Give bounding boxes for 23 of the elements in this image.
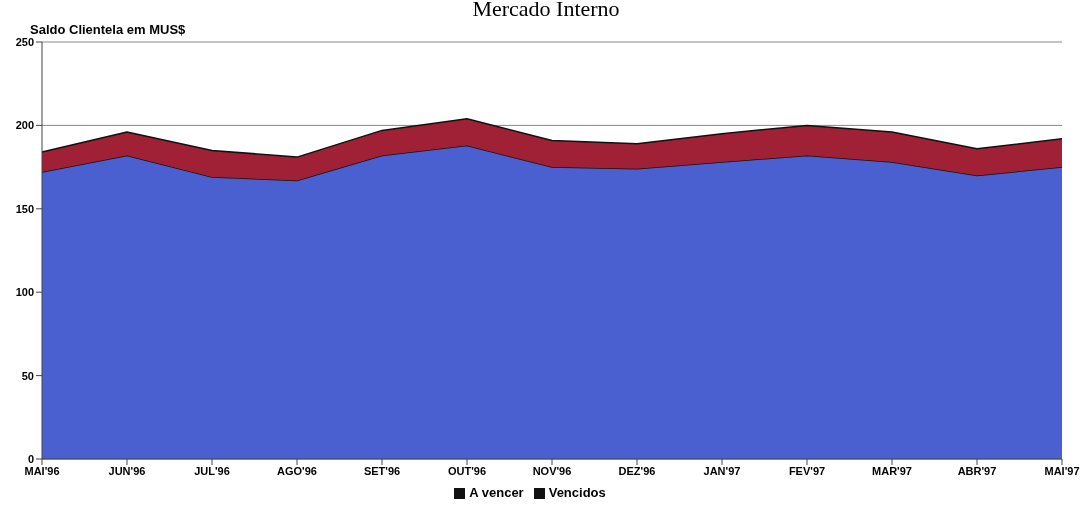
x-tick-label: MAR'97 (872, 464, 912, 477)
x-tick-label: NOV'96 (532, 464, 572, 477)
x-tick-label: MAI'96 (24, 464, 60, 477)
legend-label: A vencer (469, 485, 524, 500)
x-tick-label: FEV'97 (788, 464, 826, 477)
y-tick-label: 250 (15, 35, 34, 48)
x-tick-label: JUL'96 (194, 464, 230, 477)
x-tick-label: ABR'97 (957, 464, 997, 477)
x-tick-label: SET'96 (363, 464, 401, 477)
y-tick-label: 150 (15, 202, 34, 215)
legend-label: Vencidos (548, 485, 606, 500)
chart-title: Mercado Interno (471, 0, 621, 22)
x-tick-label: JUN'96 (108, 464, 146, 477)
x-tick-label: DEZ'96 (618, 464, 656, 477)
x-tick-label: AGO'96 (277, 464, 317, 477)
y-tick-label: 0 (27, 452, 34, 465)
y-tick-label: 100 (15, 286, 34, 299)
y-axis-title: Saldo Clientela em MUS$ (30, 22, 186, 37)
y-tick-label: 200 (15, 119, 34, 132)
x-tick-label: MAI'97 (1044, 464, 1080, 477)
y-tick-label: 50 (21, 369, 34, 382)
x-tick-label: OUT'96 (447, 464, 487, 477)
x-tick-label: JAN'97 (703, 464, 741, 477)
